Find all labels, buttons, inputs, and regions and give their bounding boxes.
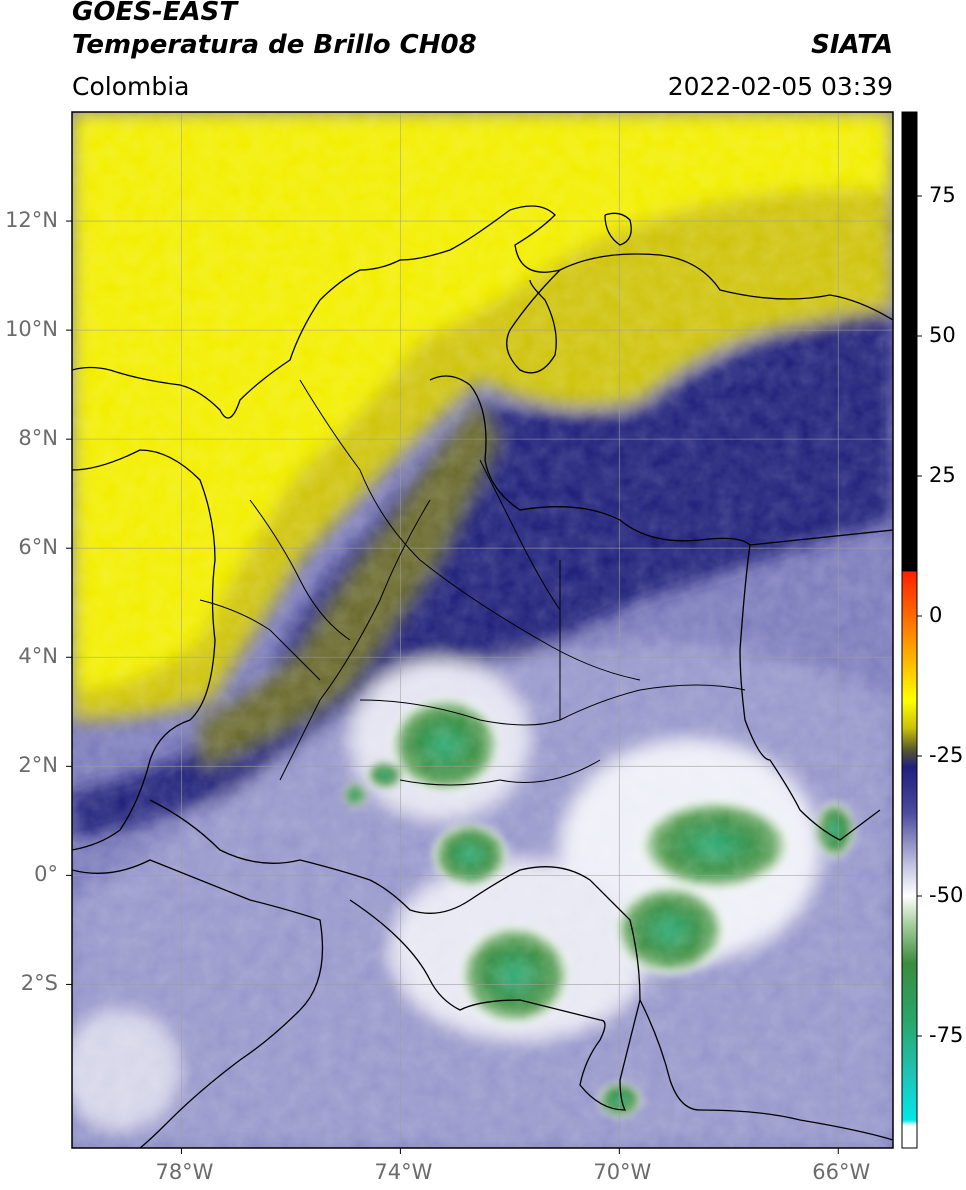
department-line [479,459,561,611]
latitude-tick-label: 2°N [18,753,58,778]
department-line [359,684,746,726]
colorbar-tick-label: -75 [929,1023,964,1047]
colorbar [901,111,918,1149]
map-frame [71,111,894,1149]
longitude-tick-label: 74°W [374,1160,433,1184]
longitude-tick-label: 70°W [593,1160,652,1184]
department-line [249,499,351,641]
latitude-tick-label: 8°N [18,426,58,451]
department-line [199,599,321,681]
paraguana [604,212,632,246]
boundaries [72,205,893,1148]
department-line [399,759,601,786]
department-line [279,499,431,781]
latitude-tick-label: 6°N [18,535,58,560]
colorbar-tick-label: 50 [929,323,956,347]
org-label: SIATA [811,30,893,60]
map-field [72,112,893,1148]
latitude-tick-label: 0° [34,862,58,887]
texture [72,112,893,1148]
colombia-venezuela-brazil-border [429,375,881,841]
axis-ticks [66,220,839,1154]
latitude-tick-label: 10°N [5,317,58,342]
colorbar-ticks [917,195,922,1037]
lake-maracaibo [506,269,561,374]
ecuador-peru-border [72,859,324,1148]
longitude-tick-label: 66°W [812,1160,871,1184]
latitude-tick-label: 12°N [5,208,58,233]
graticule [72,112,893,1148]
longitude-tick-label: 78°W [155,1160,214,1184]
colombia-south-border [149,799,641,1111]
region-label: Colombia [72,72,190,101]
latitude-tick-label: 2°S [20,971,58,996]
pacific-coast [72,449,216,851]
satellite-title: GOES-EAST [72,0,238,27]
peru-brazil-border [639,999,893,1141]
product-title: Temperatura de Brillo CH08 [72,30,477,60]
colorbar-tick-label: -25 [929,743,964,767]
colorbar-tick-label: 25 [929,463,956,487]
venezuela-border [749,529,893,546]
colorbar-tick-label: -50 [929,883,964,907]
colorbar-tick-label: 0 [929,603,943,627]
datetime-label: 2022-02-05 03:39 [667,72,893,101]
northern-coastline [72,205,893,419]
colorbar-tick-label: 75 [929,183,956,207]
latitude-tick-label: 4°N [18,644,58,669]
department-line [299,379,641,681]
